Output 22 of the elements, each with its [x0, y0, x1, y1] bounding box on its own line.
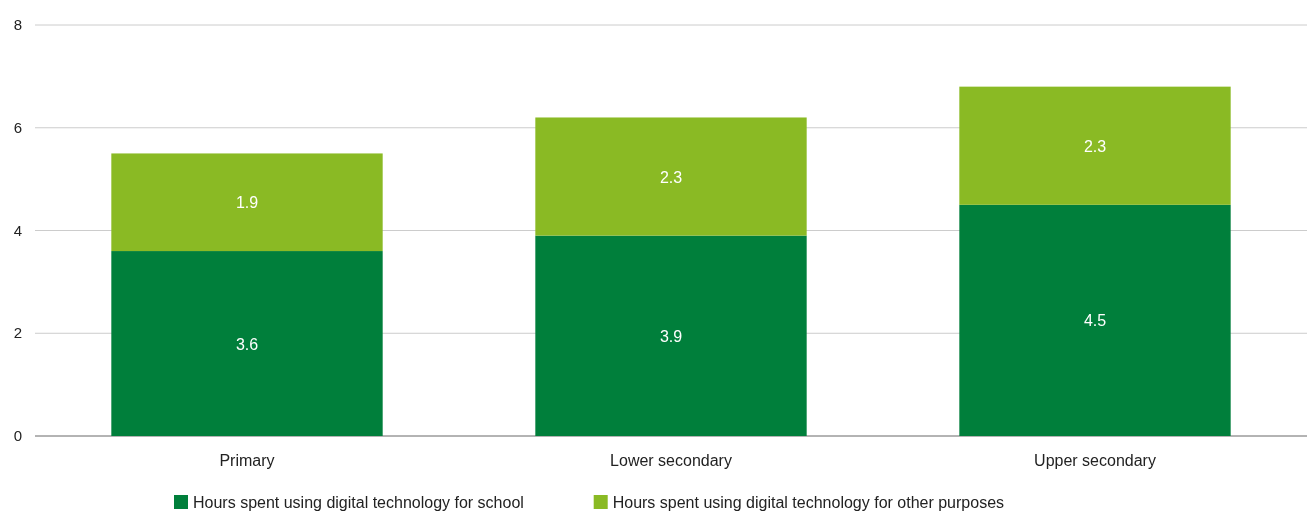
bar: [535, 235, 807, 436]
data-label: 2.3: [1083, 137, 1107, 155]
y-tick-label: 8: [13, 16, 23, 33]
bar: [111, 251, 383, 436]
x-tick-label: Lower secondary: [610, 452, 732, 469]
bar: [959, 86, 1231, 205]
data-label: 3.6: [235, 335, 259, 353]
x-tick-label: Primary: [219, 452, 275, 469]
bar: [959, 204, 1231, 436]
legend-label: Hours spent using digital technology for school: [193, 494, 524, 511]
bar: [535, 117, 807, 236]
x-tick-label: Upper secondary: [1034, 452, 1156, 469]
data-label: 4.5: [1083, 312, 1107, 330]
data-label: 2.3: [659, 168, 683, 186]
data-label: 3.9: [659, 327, 683, 345]
legend-label: Hours spent using digital technology for other purposes: [612, 494, 1005, 511]
y-tick-label: 4: [13, 221, 23, 239]
data-label: 1.9: [235, 194, 259, 212]
bar: [111, 153, 383, 252]
y-tick-label: 6: [13, 118, 23, 136]
y-tick-label: 0: [13, 427, 23, 444]
y-tick-label: 2: [13, 324, 23, 342]
